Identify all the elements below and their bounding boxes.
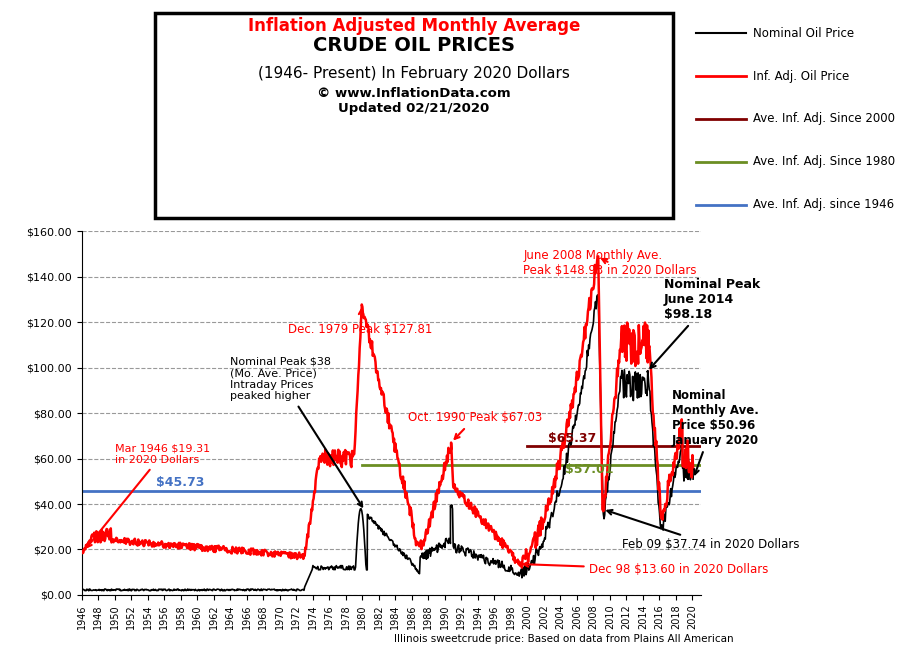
Text: Illinois sweetcrude price: Based on data from Plains All American: Illinois sweetcrude price: Based on data…: [394, 635, 734, 644]
Text: Feb 09 $37.74 in 2020 Dollars: Feb 09 $37.74 in 2020 Dollars: [607, 510, 800, 551]
Text: $45.73: $45.73: [157, 476, 205, 489]
Text: $65.37: $65.37: [548, 432, 596, 445]
Text: Dec. 1979 Peak $127.81: Dec. 1979 Peak $127.81: [288, 309, 432, 336]
Text: Nominal Peak $38
(Mo. Ave. Price)
Intraday Prices
peaked higher: Nominal Peak $38 (Mo. Ave. Price) Intrad…: [230, 357, 362, 506]
Text: Updated 02/21/2020: Updated 02/21/2020: [339, 102, 490, 116]
Text: Dec 98 $13.60 in 2020 Dollars: Dec 98 $13.60 in 2020 Dollars: [523, 562, 769, 576]
Text: (1946- Present) In February 2020 Dollars: (1946- Present) In February 2020 Dollars: [258, 66, 570, 81]
Text: Inf. Adj. Oil Price: Inf. Adj. Oil Price: [753, 69, 849, 83]
Text: Nominal Peak
June 2014
$98.18: Nominal Peak June 2014 $98.18: [651, 278, 760, 368]
Text: © www.InflationData.com: © www.InflationData.com: [318, 87, 511, 100]
Text: $57.01: $57.01: [564, 463, 613, 477]
Text: Nominal
Monthly Ave.
Price $50.96
January 2020: Nominal Monthly Ave. Price $50.96 Januar…: [672, 389, 759, 475]
Text: Ave. Inf. Adj. since 1946: Ave. Inf. Adj. since 1946: [753, 198, 894, 212]
Text: Nominal Oil Price: Nominal Oil Price: [753, 26, 854, 40]
Text: Inflation Adjusted Monthly Average: Inflation Adjusted Monthly Average: [248, 17, 581, 34]
Text: Mar 1946 $19.31
in 2020 Dollars: Mar 1946 $19.31 in 2020 Dollars: [87, 444, 210, 547]
Text: June 2008 Monthly Ave.
Peak $148.93 in 2020 Dollars: June 2008 Monthly Ave. Peak $148.93 in 2…: [523, 249, 697, 277]
Text: Ave. Inf. Adj. Since 1980: Ave. Inf. Adj. Since 1980: [753, 155, 895, 169]
Text: CRUDE OIL PRICES: CRUDE OIL PRICES: [313, 36, 515, 56]
Text: Oct. 1990 Peak $67.03: Oct. 1990 Peak $67.03: [408, 411, 542, 439]
Text: Ave. Inf. Adj. Since 2000: Ave. Inf. Adj. Since 2000: [753, 112, 895, 126]
